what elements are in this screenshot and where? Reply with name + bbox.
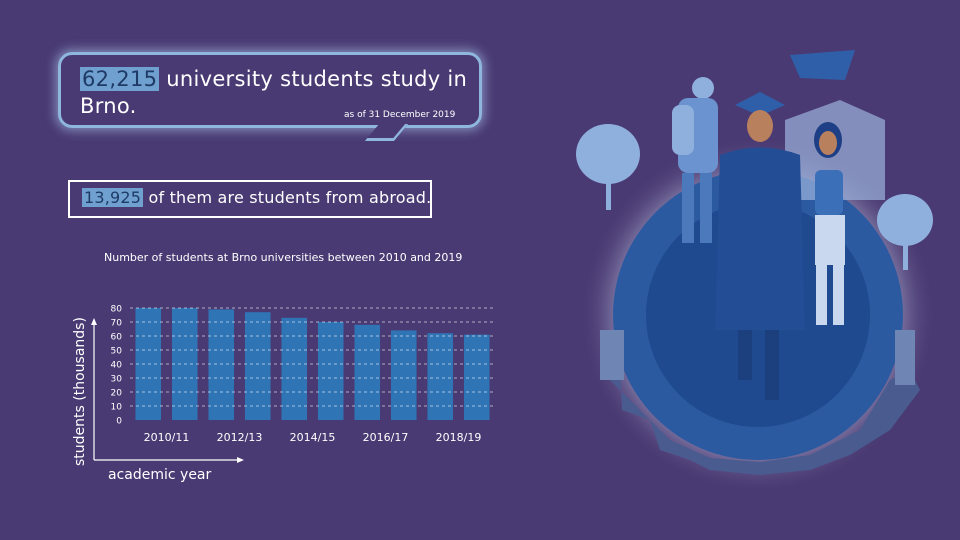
x-tick-label: 2018/19 <box>436 431 482 444</box>
y-tick-label: 10 <box>111 403 123 413</box>
bar-2016/17 <box>354 324 381 420</box>
y-tick-label: 30 <box>111 375 123 385</box>
x-tick-label: 2010/11 <box>144 431 190 444</box>
x-axis-arrowhead <box>237 457 244 463</box>
graduation-cap-icon <box>735 92 785 116</box>
y-tick-label: 40 <box>111 361 123 371</box>
bar-2013/14 <box>244 312 271 420</box>
y-tick-label: 0 <box>116 417 122 427</box>
bar-2019/20 <box>463 334 490 420</box>
headline: 62,215 university students study in Brno… <box>80 66 470 120</box>
y-tick-label: 20 <box>111 389 123 399</box>
x-tick-label: 2016/17 <box>363 431 409 444</box>
headline-text: university students study in Brno. <box>80 67 468 118</box>
abroad-number: 13,925 <box>82 188 144 207</box>
tree-icon <box>576 124 640 184</box>
graduate-in-gown <box>715 92 805 400</box>
headline-bubble <box>58 52 482 128</box>
bar-2015/16 <box>317 322 344 420</box>
student-right <box>814 122 845 325</box>
students-globe-illustration <box>576 50 936 493</box>
building-icon <box>600 330 624 380</box>
x-tick-label: 2012/13 <box>217 431 263 444</box>
y-tick-label: 80 <box>111 305 123 315</box>
chart-title: Number of students at Brno universities … <box>104 251 463 264</box>
headline-number: 62,215 <box>80 67 160 91</box>
abroad-box <box>68 180 432 218</box>
x-tick-label: 2014/15 <box>290 431 336 444</box>
building-icon <box>895 330 915 385</box>
x-axis-label: academic year <box>108 467 212 483</box>
y-tick-label: 50 <box>111 347 123 357</box>
bar-2017/18 <box>390 330 417 420</box>
y-axis-arrowhead <box>91 318 97 325</box>
bar-2018/19 <box>427 333 454 420</box>
graduation-cap-icon <box>790 50 855 80</box>
chart-x-ticks: 2010/11 2012/13 2014/15 2016/17 2018/19 <box>144 431 482 444</box>
student-left-with-backpack <box>672 77 718 243</box>
bar-2014/15 <box>281 317 308 420</box>
as-of-date: as of 31 December 2019 <box>344 110 456 120</box>
bar-2012/13 <box>208 309 235 420</box>
chart-bars <box>135 308 490 420</box>
abroad-text: of them are students from abroad. <box>143 188 432 207</box>
tree-icon <box>877 194 933 246</box>
city-skyline <box>600 360 920 475</box>
y-tick-label: 70 <box>111 319 123 329</box>
chart-y-ticks: 0 10 20 30 40 50 60 70 80 <box>111 305 123 427</box>
abroad-statement: 13,925 of them are students from abroad. <box>82 188 431 207</box>
y-tick-label: 60 <box>111 333 123 343</box>
y-axis-label: students (thousands) <box>72 317 88 466</box>
chart-grid <box>130 307 495 407</box>
